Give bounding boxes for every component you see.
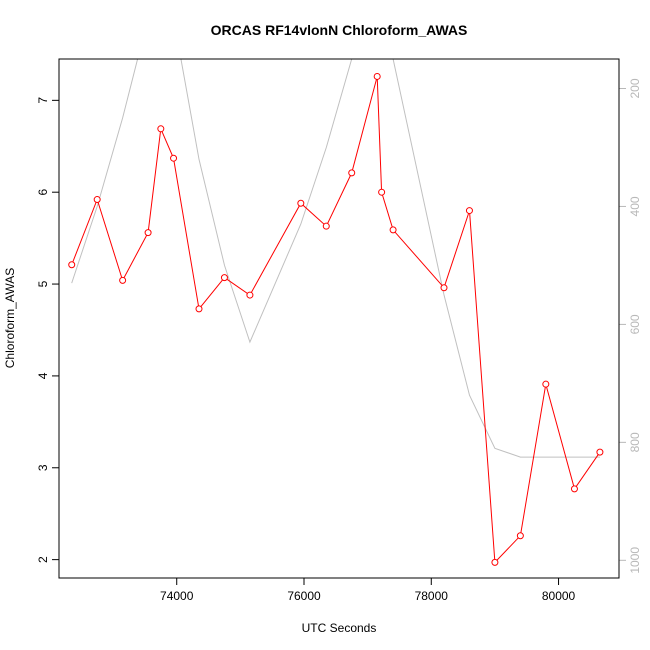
x-axis: 74000 76000 78000 80000 bbox=[160, 577, 576, 603]
y2-tick-label: 200 bbox=[628, 78, 642, 98]
data-point bbox=[220, 274, 228, 282]
data-point bbox=[440, 284, 448, 292]
y-axis: 2 3 4 5 6 7 bbox=[36, 97, 60, 563]
data-point bbox=[144, 229, 152, 237]
y-axis-label: Chloroform_AWAS bbox=[3, 268, 17, 368]
data-point bbox=[195, 305, 203, 313]
plot-frame bbox=[58, 58, 620, 579]
x-tick-label: 74000 bbox=[160, 589, 194, 603]
data-point bbox=[542, 380, 550, 388]
chart-title: ORCAS RF14vlonN Chloroform_AWAS bbox=[211, 22, 468, 38]
data-point bbox=[491, 558, 499, 566]
x-tick-label: 80000 bbox=[542, 589, 576, 603]
y-tick-label: 6 bbox=[36, 189, 50, 196]
y-tick-label: 4 bbox=[36, 372, 50, 379]
data-point bbox=[596, 448, 604, 456]
data-point bbox=[119, 276, 127, 284]
data-point bbox=[246, 291, 254, 299]
x-tick-label: 76000 bbox=[287, 589, 321, 603]
y-tick-label: 2 bbox=[36, 556, 50, 563]
data-point bbox=[389, 226, 397, 234]
y-tick-label: 7 bbox=[36, 97, 50, 104]
data-point bbox=[68, 261, 76, 269]
y2-tick-label: 1000 bbox=[628, 547, 642, 574]
data-point bbox=[373, 72, 381, 80]
data-point bbox=[378, 188, 386, 196]
series-layer bbox=[68, 59, 604, 566]
y2-tick-label: 800 bbox=[628, 432, 642, 452]
y2-tick-label: 400 bbox=[628, 196, 642, 216]
data-point bbox=[93, 196, 101, 204]
data-point bbox=[297, 199, 305, 207]
y-tick-label: 5 bbox=[36, 280, 50, 287]
data-point bbox=[170, 154, 178, 162]
secondary-series-line bbox=[71, 59, 600, 458]
data-point bbox=[157, 125, 165, 133]
data-point bbox=[348, 169, 356, 177]
data-point bbox=[322, 222, 330, 230]
data-point bbox=[516, 532, 524, 540]
y-tick-label: 3 bbox=[36, 464, 50, 471]
data-point bbox=[465, 207, 473, 215]
secondary-y-axis: 200 400 600 800 1000 bbox=[618, 78, 642, 574]
x-tick-label: 78000 bbox=[415, 589, 449, 603]
x-axis-label: UTC Seconds bbox=[302, 621, 377, 635]
data-point bbox=[570, 485, 578, 493]
series-line bbox=[71, 76, 601, 564]
y2-tick-label: 600 bbox=[628, 314, 642, 334]
